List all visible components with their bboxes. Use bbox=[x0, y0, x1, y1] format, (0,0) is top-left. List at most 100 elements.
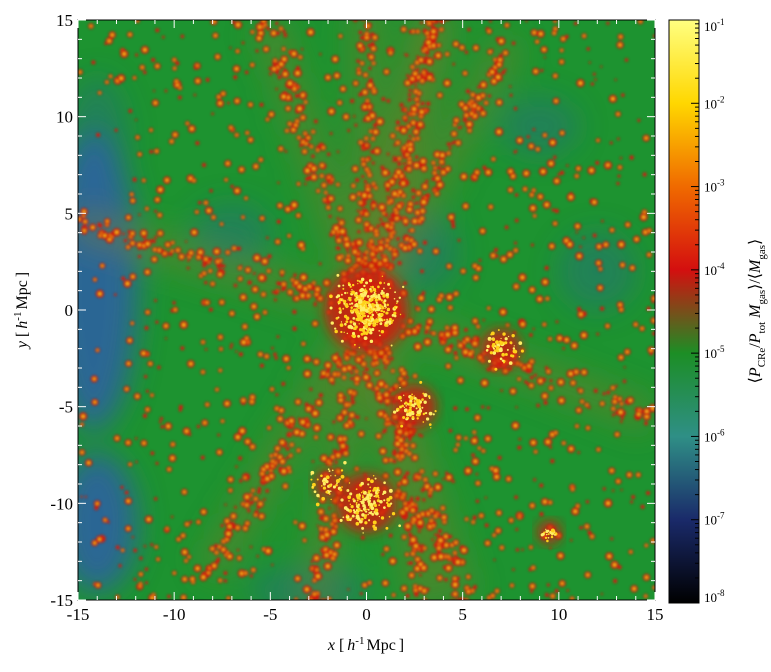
halo bbox=[356, 209, 360, 212]
halo-core bbox=[504, 369, 507, 373]
halo bbox=[422, 598, 428, 600]
halo-core bbox=[288, 235, 290, 237]
halo bbox=[106, 520, 110, 524]
halo-core bbox=[236, 50, 239, 53]
cluster-member bbox=[413, 395, 416, 397]
halo bbox=[472, 176, 476, 180]
halo-core bbox=[307, 407, 310, 411]
halo bbox=[392, 156, 396, 159]
halo-core bbox=[93, 541, 96, 545]
halo bbox=[205, 77, 210, 82]
halo-core bbox=[421, 604, 424, 607]
cluster-member bbox=[376, 312, 378, 314]
cluster-member bbox=[369, 328, 373, 332]
halo bbox=[134, 437, 138, 440]
halo-core bbox=[365, 168, 368, 171]
halo-core bbox=[354, 82, 357, 85]
halo bbox=[271, 290, 275, 294]
cluster-member bbox=[364, 321, 366, 323]
halo bbox=[180, 34, 185, 39]
halo bbox=[293, 273, 297, 277]
halo-core bbox=[233, 247, 236, 250]
cluster-member bbox=[389, 287, 392, 290]
cluster-member bbox=[360, 332, 364, 336]
halo-core bbox=[365, 32, 368, 35]
halo bbox=[615, 384, 618, 388]
halo-core bbox=[388, 351, 391, 355]
cluster-member bbox=[342, 287, 345, 290]
halo-core bbox=[191, 577, 194, 581]
halo-core bbox=[235, 189, 239, 193]
halo-core bbox=[202, 341, 204, 344]
cluster-member bbox=[365, 281, 369, 285]
halo bbox=[350, 15, 355, 20]
halo-core bbox=[582, 333, 586, 337]
halo-core bbox=[532, 566, 535, 569]
cluster-member bbox=[345, 320, 349, 324]
halo-core bbox=[284, 485, 287, 488]
halo-core bbox=[179, 87, 181, 89]
halo bbox=[448, 428, 453, 433]
halo-core bbox=[577, 167, 580, 170]
halo-core bbox=[252, 569, 255, 572]
cluster-member bbox=[504, 337, 508, 341]
halo bbox=[475, 472, 479, 476]
halo bbox=[411, 79, 415, 83]
halo bbox=[356, 243, 361, 247]
cluster-member bbox=[365, 318, 369, 321]
halo-core bbox=[648, 253, 651, 256]
halo bbox=[220, 523, 224, 528]
halo bbox=[614, 78, 617, 81]
halo-core bbox=[611, 97, 615, 101]
halo-core bbox=[333, 373, 336, 376]
y-tick-label: 5 bbox=[65, 204, 74, 223]
cluster-member bbox=[358, 323, 360, 325]
halo bbox=[631, 495, 636, 499]
halo-core bbox=[550, 244, 554, 248]
cluster-member bbox=[349, 293, 352, 295]
cluster-member bbox=[400, 406, 402, 408]
halo bbox=[229, 522, 234, 527]
cluster-member bbox=[355, 317, 359, 322]
cluster-member bbox=[348, 500, 350, 502]
cluster-member bbox=[338, 310, 342, 314]
halo bbox=[484, 496, 487, 499]
halo bbox=[149, 149, 154, 154]
cluster-member bbox=[335, 479, 340, 483]
halo bbox=[204, 280, 208, 285]
halo-core bbox=[440, 294, 443, 297]
halo-core bbox=[79, 71, 82, 74]
halo-core bbox=[378, 396, 381, 400]
halo-core bbox=[344, 452, 347, 455]
halo bbox=[216, 264, 221, 269]
halo bbox=[544, 592, 549, 597]
halo bbox=[417, 529, 421, 533]
cluster-member bbox=[358, 346, 361, 349]
halo-core bbox=[261, 472, 264, 475]
cluster-member bbox=[513, 345, 515, 347]
halo-core bbox=[409, 143, 412, 146]
halo-core bbox=[417, 191, 420, 195]
cluster-member bbox=[387, 282, 391, 286]
halo-core bbox=[415, 98, 418, 101]
halo-core bbox=[643, 211, 646, 214]
halo bbox=[118, 564, 122, 568]
filament-haze bbox=[295, 575, 336, 600]
cluster-member bbox=[375, 320, 379, 324]
halo bbox=[433, 55, 437, 59]
halo bbox=[617, 137, 620, 141]
halo bbox=[487, 94, 491, 98]
halo-core bbox=[93, 377, 96, 381]
cluster-member bbox=[364, 506, 367, 509]
cluster-member bbox=[377, 496, 380, 499]
halo bbox=[161, 35, 165, 39]
halo-core bbox=[438, 298, 441, 301]
halo bbox=[326, 152, 331, 156]
halo-core bbox=[448, 265, 451, 268]
halo-core bbox=[164, 324, 168, 328]
halo-core bbox=[325, 281, 329, 285]
halo bbox=[339, 449, 344, 453]
halo-core bbox=[271, 460, 274, 463]
halo bbox=[451, 224, 456, 229]
cluster-member bbox=[380, 309, 383, 313]
